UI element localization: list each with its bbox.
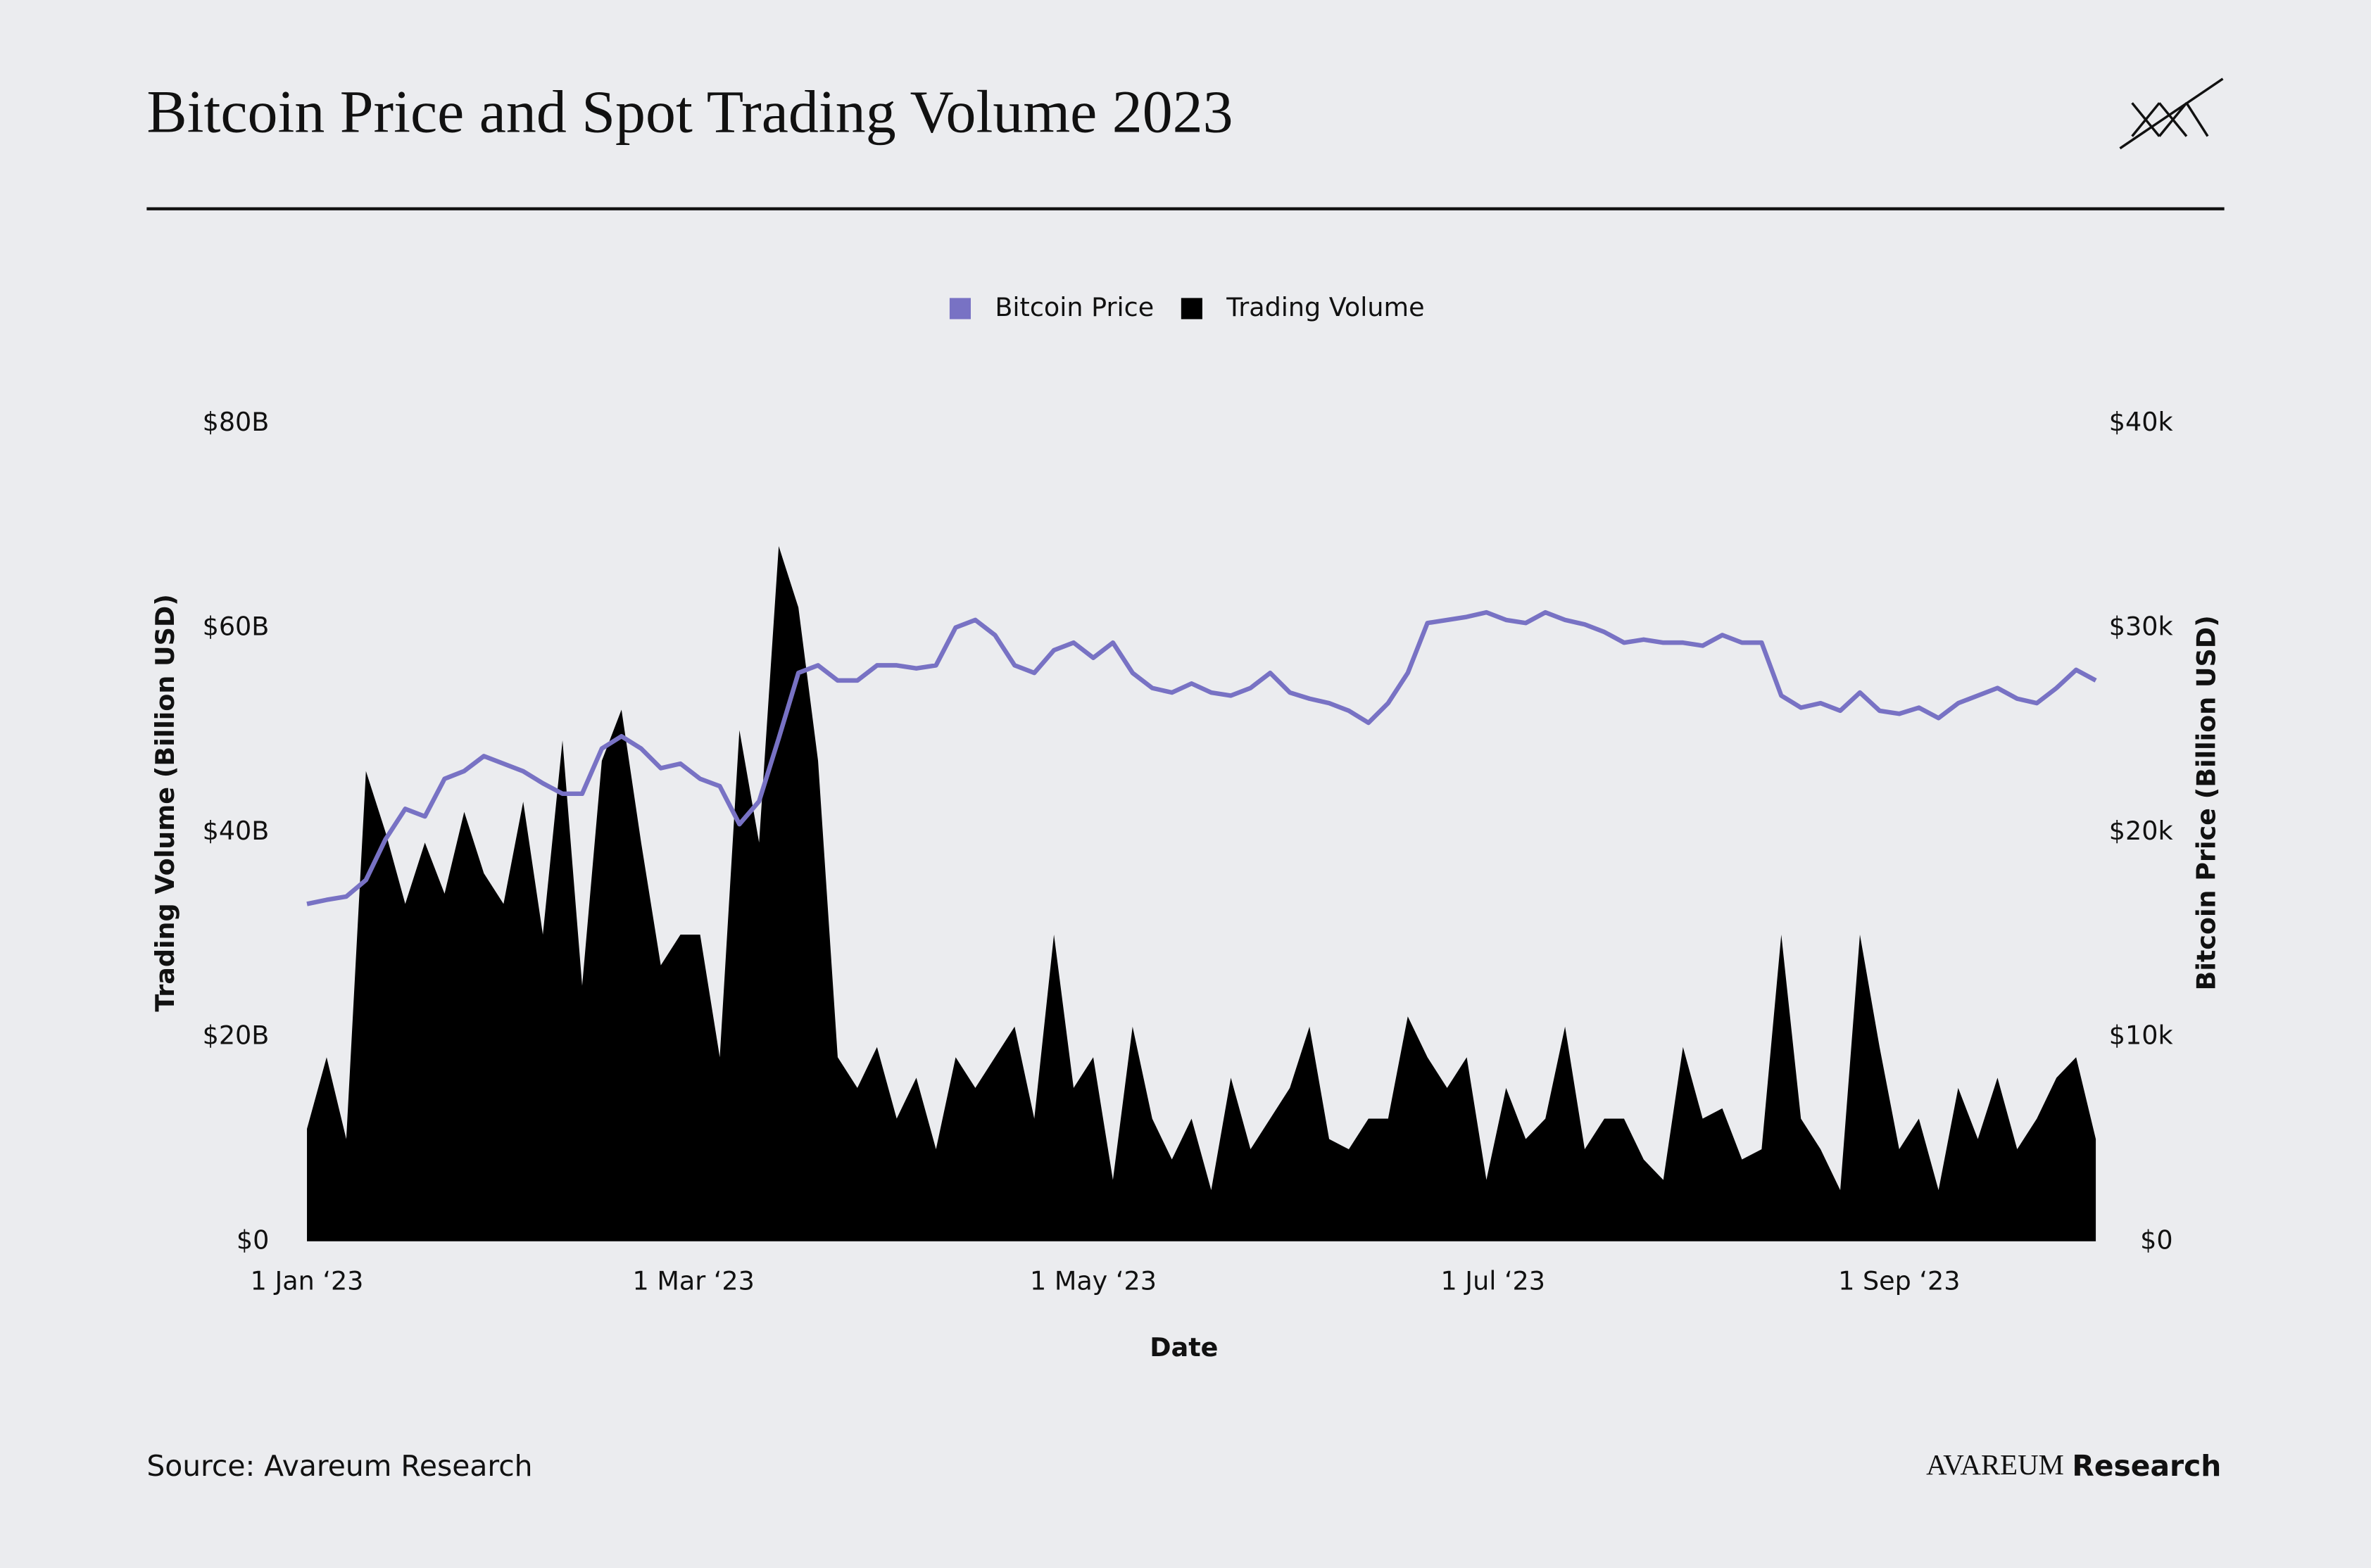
y2-tick-label: $0 <box>2140 1225 2172 1255</box>
y2-tick-label: $10k <box>2109 1020 2174 1051</box>
x-tick-label: 1 Jan ‘23 <box>251 1265 364 1296</box>
legend-swatch <box>1181 298 1202 320</box>
y2-tick-label: $30k <box>2109 612 2174 642</box>
legend-label: Trading Volume <box>1226 292 1424 322</box>
y-tick-label: $40B <box>203 816 270 846</box>
y-tick-label: $0 <box>237 1225 269 1255</box>
y2-tick-label: $40k <box>2109 407 2174 437</box>
logo <box>2119 77 2224 150</box>
y-axis-label: Trading Volume (Billion USD) <box>150 594 180 1012</box>
x-tick-label: 1 May ‘23 <box>1030 1265 1157 1296</box>
y2-tick-label: $20k <box>2109 816 2174 846</box>
brand-suffix: Research <box>2072 1449 2221 1483</box>
y2-axis-label: Bitcoin Price (Billion USD) <box>2191 615 2222 990</box>
x-axis-label: Date <box>1150 1332 1218 1362</box>
legend-swatch <box>949 298 971 320</box>
volume-area <box>307 546 2096 1241</box>
legend-label: Bitcoin Price <box>995 292 1154 322</box>
brand: AVAREUM Research <box>1926 1449 2221 1483</box>
chart-title: Bitcoin Price and Spot Trading Volume 20… <box>146 78 1233 146</box>
x-tick-label: 1 Jul ‘23 <box>1440 1265 1545 1296</box>
brand-name: AVAREUM <box>1926 1449 2064 1481</box>
y-tick-label: $60B <box>203 612 270 642</box>
source: Source: Avareum Research <box>146 1449 532 1483</box>
price-line <box>306 609 2097 906</box>
x-tick-label: 1 Sep ‘23 <box>1838 1265 1960 1296</box>
x-tick-label: 1 Mar ‘23 <box>633 1265 755 1296</box>
y-tick-label: $80B <box>203 407 270 437</box>
y-tick-label: $20B <box>203 1020 270 1051</box>
